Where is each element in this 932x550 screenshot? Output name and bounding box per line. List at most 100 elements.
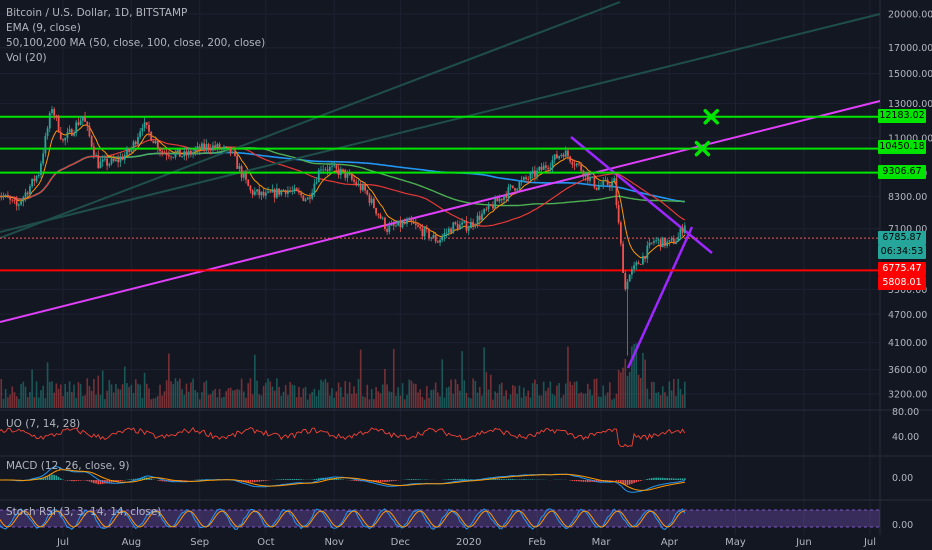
macd-histogram-bar — [586, 480, 589, 483]
macd-histogram-bar — [415, 479, 417, 480]
vol-legend[interactable]: Vol (20) — [6, 52, 47, 64]
macd-histogram-bar — [637, 480, 640, 482]
candle-body — [280, 190, 283, 195]
volume-bar — [7, 397, 9, 408]
candle-body — [417, 224, 419, 227]
candle-body — [370, 198, 373, 203]
candle-body — [31, 178, 34, 187]
macd-histogram-bar — [260, 480, 263, 482]
candle-body — [670, 238, 673, 241]
trend-lines[interactable] — [0, 1, 881, 369]
ema-legend[interactable]: EMA (9, close) — [6, 22, 81, 34]
candle-body — [582, 170, 585, 177]
volume-bar — [410, 380, 413, 408]
volume-bar — [637, 374, 640, 408]
candle-body — [77, 122, 80, 125]
macd-histogram-bar — [110, 480, 113, 483]
candle-body — [357, 183, 360, 186]
time-tick-label: Apr — [661, 537, 679, 548]
candle-body — [335, 165, 338, 169]
candle-body — [59, 132, 62, 140]
candle-body — [22, 197, 25, 202]
candle-body — [353, 179, 355, 182]
macd-histogram-bar — [507, 479, 510, 480]
volume-bar — [123, 366, 126, 408]
candle-body — [425, 227, 428, 230]
candle-body — [542, 165, 545, 170]
volume-bar — [205, 380, 208, 408]
macd-histogram-bar — [132, 478, 135, 480]
time-axis[interactable]: Jul Aug Sep Oct Nov Dec 2020 Feb Mar Apr May Jun Jul — [56, 537, 876, 548]
x-marker-icon[interactable] — [694, 140, 711, 157]
candle-body — [189, 150, 192, 155]
candle-body — [145, 122, 148, 125]
candle-body — [108, 163, 111, 166]
volume-bar — [611, 399, 613, 408]
time-tick-label: 2020 — [456, 537, 481, 548]
volume-bar — [282, 391, 285, 408]
volume-bar — [335, 391, 338, 408]
volume-bar — [315, 395, 318, 408]
volume-bar — [439, 396, 441, 408]
candle-body — [302, 195, 305, 201]
macd-histogram-bar — [626, 480, 629, 485]
volume-bar — [48, 381, 51, 408]
volume-bar — [598, 396, 600, 408]
channel-line-upper[interactable] — [0, 1, 621, 239]
macd-legend[interactable]: MACD (12, 26, close, 9) — [6, 460, 130, 472]
markers[interactable] — [694, 109, 720, 157]
ma-legend[interactable]: 50,100,200 MA (50, close, 100, close, 20… — [6, 37, 266, 49]
candle-body — [207, 144, 210, 149]
candles — [0, 106, 686, 356]
macd-histogram-bar — [417, 479, 419, 480]
candle-body — [474, 224, 477, 227]
macd-histogram-bar — [675, 478, 677, 480]
candle-body — [672, 238, 675, 244]
volume-bar — [417, 392, 419, 408]
macd-histogram-bar — [130, 479, 133, 480]
time-tick-label: Aug — [122, 537, 142, 548]
macd-histogram-bar — [591, 480, 593, 482]
channel-line-lower[interactable] — [0, 13, 881, 233]
magenta-trend-line[interactable] — [0, 100, 881, 323]
uo-legend[interactable]: UO (7, 14, 28) — [6, 418, 81, 430]
candle-body — [487, 204, 490, 210]
macd-histogram-bar — [622, 480, 624, 484]
candle-body — [115, 159, 117, 161]
macd-histogram-bar — [295, 478, 298, 480]
macd-histogram-bar — [390, 480, 393, 482]
volume-bar — [635, 343, 638, 408]
purple-descending-line[interactable] — [570, 136, 713, 254]
macd-histogram-bar — [465, 479, 468, 480]
macd-histogram-bar — [148, 477, 150, 480]
volume-bar — [606, 392, 609, 408]
macd-histogram-bar — [668, 478, 671, 480]
candle-body — [355, 181, 358, 186]
volume-bar — [456, 384, 459, 408]
volume-bar — [470, 398, 472, 408]
x-marker-icon[interactable] — [703, 109, 720, 125]
candle-body — [90, 136, 93, 147]
candle-body — [110, 158, 113, 164]
candle-body — [40, 163, 42, 176]
candle-body — [503, 195, 505, 201]
candle-body — [152, 140, 155, 144]
macd-histogram-bar — [278, 479, 280, 480]
macd-histogram-bar — [313, 479, 316, 480]
volume-bar — [613, 398, 616, 408]
candle-body — [677, 237, 680, 242]
stoch-legend[interactable]: Stoch RSI (3, 3, 14, 14, close) — [6, 506, 162, 518]
volume-bar — [33, 397, 36, 408]
volume-bar — [406, 394, 408, 408]
candle-body — [666, 241, 669, 246]
candle-body — [326, 169, 329, 171]
candle-body — [88, 125, 91, 137]
volume-bar — [251, 394, 254, 408]
volume-bar — [289, 381, 291, 408]
candle-body — [465, 221, 468, 231]
purple-ascending-line[interactable] — [626, 226, 694, 369]
indicator-tick-label: 80.00 — [892, 407, 919, 418]
candle-body — [350, 174, 353, 180]
candle-body — [659, 239, 662, 248]
